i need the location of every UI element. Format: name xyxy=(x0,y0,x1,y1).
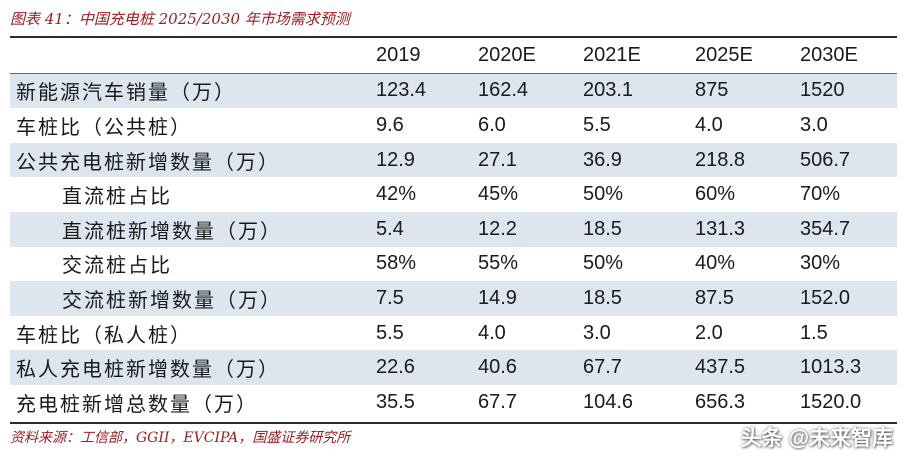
table-cell: 40.6 xyxy=(472,350,577,385)
table-cell: 4.0 xyxy=(478,321,506,344)
header-cell: 2019 xyxy=(370,38,472,74)
figure-caption: 图表 41：中国充电桩 2025/2030 年市场需求预测 xyxy=(10,10,350,28)
table-cell: 354.7 xyxy=(794,211,897,247)
table-cell: 3.0 xyxy=(800,113,828,136)
table-row: 交流桩新增数量（万） 7.5 14.9 18.5 87.5 152.0 xyxy=(10,281,897,316)
header-cell xyxy=(10,38,370,74)
top-rule xyxy=(10,36,897,38)
table-row: 新能源汽车销量（万） 123.4 162.4 203.1 875 1520 xyxy=(10,73,897,109)
table-cell: 12.2 xyxy=(472,211,577,247)
row-label: 直流桩新增数量（万） xyxy=(10,211,370,247)
table-cell: 9.6 xyxy=(376,113,404,136)
header-cell: 2030E xyxy=(794,38,897,74)
table-cell: 18.5 xyxy=(577,281,689,316)
forecast-table: 2019 2020E 2021E 2025E 2030E 新能源汽车销量（万） … xyxy=(10,38,897,420)
table-cell: 40% xyxy=(695,252,736,275)
table-cell: 5.5 xyxy=(376,321,404,344)
row-label: 直流桩占比 xyxy=(62,186,172,209)
table-cell: 218.8 xyxy=(689,142,794,178)
table-cell: 67.7 xyxy=(577,350,689,385)
table-cell: 104.6 xyxy=(583,390,634,413)
table-cell: 87.5 xyxy=(689,281,794,316)
table-cell: 4.0 xyxy=(695,113,723,136)
table-cell: 45% xyxy=(478,183,519,206)
row-label: 公共充电桩新增数量（万） xyxy=(10,142,370,178)
table-cell: 1.5 xyxy=(800,321,828,344)
table-cell: 22.6 xyxy=(370,350,472,385)
row-label: 充电桩新增总数量（万） xyxy=(16,393,258,416)
source-note: 资料来源：工信部，GGII，EVCIPA，国盛证券研究所 xyxy=(10,430,351,446)
table-cell: 6.0 xyxy=(478,113,506,136)
table-cell: 55% xyxy=(478,252,519,275)
table-cell: 1520 xyxy=(794,73,897,109)
table-cell: 67.7 xyxy=(478,390,517,413)
table-cell: 58% xyxy=(376,252,417,275)
table-row: 充电桩新增总数量（万） 35.5 67.7 104.6 656.3 1520.0 xyxy=(10,385,897,420)
table-cell: 5.4 xyxy=(370,211,472,247)
row-label: 新能源汽车销量（万） xyxy=(10,73,370,109)
table-row: 私人充电桩新增数量（万） 22.6 40.6 67.7 437.5 1013.3 xyxy=(10,350,897,385)
table-cell: 123.4 xyxy=(370,73,472,109)
table-cell: 18.5 xyxy=(577,211,689,247)
table-cell: 1520.0 xyxy=(800,390,862,413)
row-label: 交流桩新增数量（万） xyxy=(10,281,370,316)
table-cell: 437.5 xyxy=(689,350,794,385)
table-cell: 3.0 xyxy=(583,321,611,344)
table-cell: 203.1 xyxy=(577,73,689,109)
table-cell: 70% xyxy=(800,183,841,206)
table-cell: 131.3 xyxy=(689,211,794,247)
table-cell: 7.5 xyxy=(370,281,472,316)
table-row: 交流桩占比 58% 55% 50% 40% 30% xyxy=(10,247,897,282)
watermark: 头条 @未来智库 xyxy=(740,427,893,450)
table-row: 车桩比（公共桩） 9.6 6.0 5.5 4.0 3.0 xyxy=(10,108,897,143)
table-cell: 50% xyxy=(583,183,624,206)
table-row: 公共充电桩新增数量（万） 12.9 27.1 36.9 218.8 506.7 xyxy=(10,142,897,178)
table-cell: 1013.3 xyxy=(794,350,897,385)
row-label: 车桩比（公共桩） xyxy=(16,116,192,139)
table-row: 直流桩新增数量（万） 5.4 12.2 18.5 131.3 354.7 xyxy=(10,211,897,247)
table-cell: 152.0 xyxy=(794,281,897,316)
table-cell: 12.9 xyxy=(370,142,472,178)
row-label: 交流桩占比 xyxy=(62,255,172,278)
table-cell: 35.5 xyxy=(376,390,415,413)
bottom-rule xyxy=(10,422,897,424)
table-cell: 656.3 xyxy=(695,390,746,413)
table-cell: 506.7 xyxy=(794,142,897,178)
table-cell: 50% xyxy=(583,252,624,275)
table-cell: 162.4 xyxy=(472,73,577,109)
header-cell: 2021E xyxy=(577,38,689,74)
table-cell: 27.1 xyxy=(472,142,577,178)
table-cell: 2.0 xyxy=(695,321,723,344)
table-cell: 14.9 xyxy=(472,281,577,316)
header-cell: 2020E xyxy=(472,38,577,74)
table-row: 直流桩占比 42% 45% 50% 60% 70% xyxy=(10,177,897,212)
table-cell: 36.9 xyxy=(577,142,689,178)
table-cell: 42% xyxy=(376,183,417,206)
table-cell: 875 xyxy=(689,73,794,109)
table-cell: 30% xyxy=(800,252,841,275)
row-label: 车桩比（私人桩） xyxy=(16,324,192,347)
table-cell: 5.5 xyxy=(583,113,611,136)
table-row: 车桩比（私人桩） 5.5 4.0 3.0 2.0 1.5 xyxy=(10,316,897,351)
header-cell: 2025E xyxy=(689,38,794,74)
table-cell: 60% xyxy=(695,183,736,206)
row-label: 私人充电桩新增数量（万） xyxy=(10,350,370,385)
table-header-row: 2019 2020E 2021E 2025E 2030E xyxy=(10,38,897,74)
